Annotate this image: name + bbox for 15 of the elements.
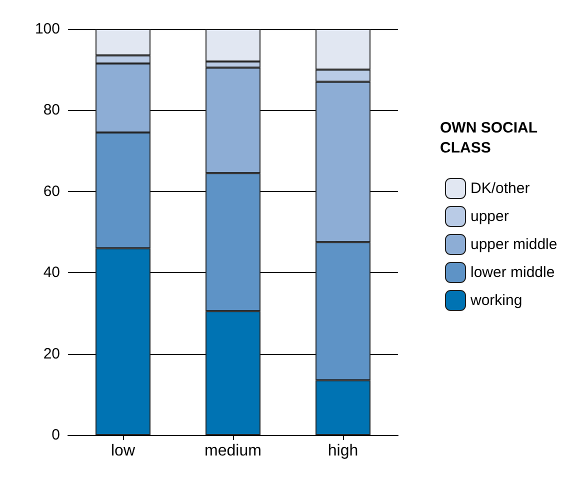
legend-label: DK/other [470,180,530,197]
y-tick-label: 20 [43,345,60,362]
legend-title: OWN SOCIAL CLASS [440,120,542,156]
y-tick-label: 0 [52,426,60,444]
y-tick-label: 40 [43,264,60,282]
legend-label: working [470,292,522,309]
legend-label: upper [470,208,509,225]
x-tick-label: low [110,442,136,460]
legend-label: upper middle [470,236,558,253]
y-tick-label: 60 [43,182,60,200]
y-tick-label: 80 [43,102,60,119]
legend-label: lower middle [470,264,555,281]
x-tick-label: high [328,442,358,460]
y-tick-label: 100 [34,20,60,38]
x-tick-label: medium [204,442,262,460]
